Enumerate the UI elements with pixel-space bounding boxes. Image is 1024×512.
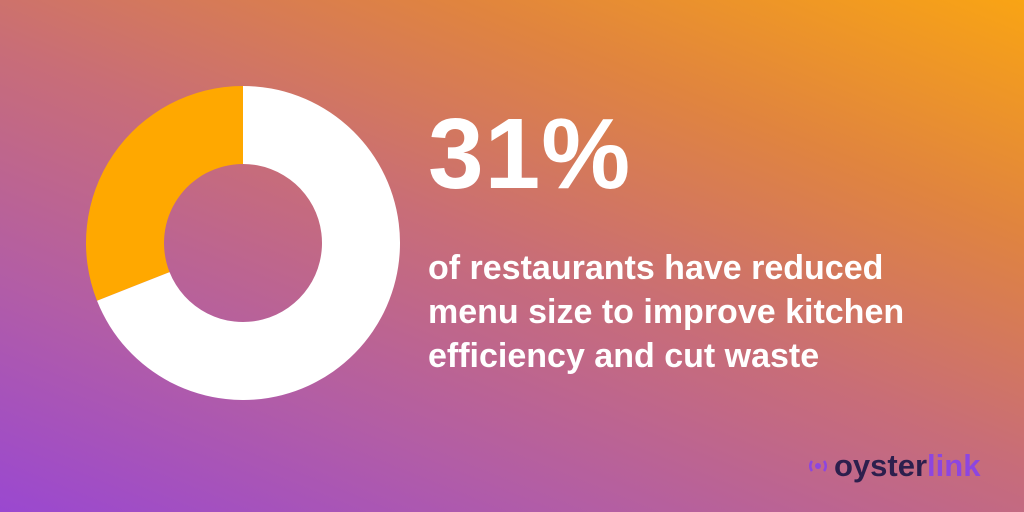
logo-text-oyster: oyster xyxy=(834,448,928,483)
headline-percent: 31% xyxy=(428,98,632,210)
logo-icon xyxy=(809,460,827,472)
donut-chart xyxy=(86,86,400,400)
logo-text-link: link xyxy=(927,448,981,483)
donut-slice-0 xyxy=(86,86,243,301)
donut-slice-1 xyxy=(97,86,400,400)
caption-line: efficiency and cut waste xyxy=(428,337,820,375)
oysterlink-logo: oysterlink xyxy=(808,448,980,484)
caption-line: of restaurants have reduced xyxy=(428,249,884,287)
caption-line: menu size to improve kitchen xyxy=(428,293,905,331)
caption: of restaurants have reduced menu size to… xyxy=(428,246,968,378)
